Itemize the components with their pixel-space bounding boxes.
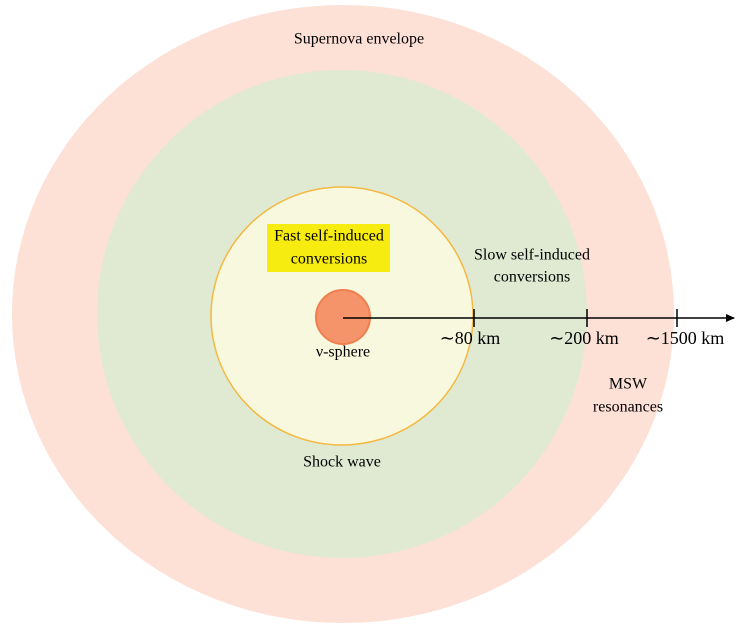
fast-highlight — [267, 224, 390, 272]
label: ν-sphere — [316, 344, 370, 361]
label: conversions — [291, 251, 367, 268]
label: Slow self-induced — [474, 247, 590, 264]
label: MSW — [609, 376, 648, 393]
tick-label: ∼1500 km — [646, 328, 725, 348]
label: Supernova envelope — [294, 31, 424, 48]
label: resonances — [593, 399, 663, 416]
nu-sphere — [315, 289, 371, 345]
label: Shock wave — [303, 454, 381, 471]
tick-label: ∼80 km — [440, 328, 501, 348]
label: Fast self-induced — [274, 228, 384, 245]
tick-label: ∼200 km — [549, 328, 619, 348]
label: conversions — [494, 269, 570, 286]
